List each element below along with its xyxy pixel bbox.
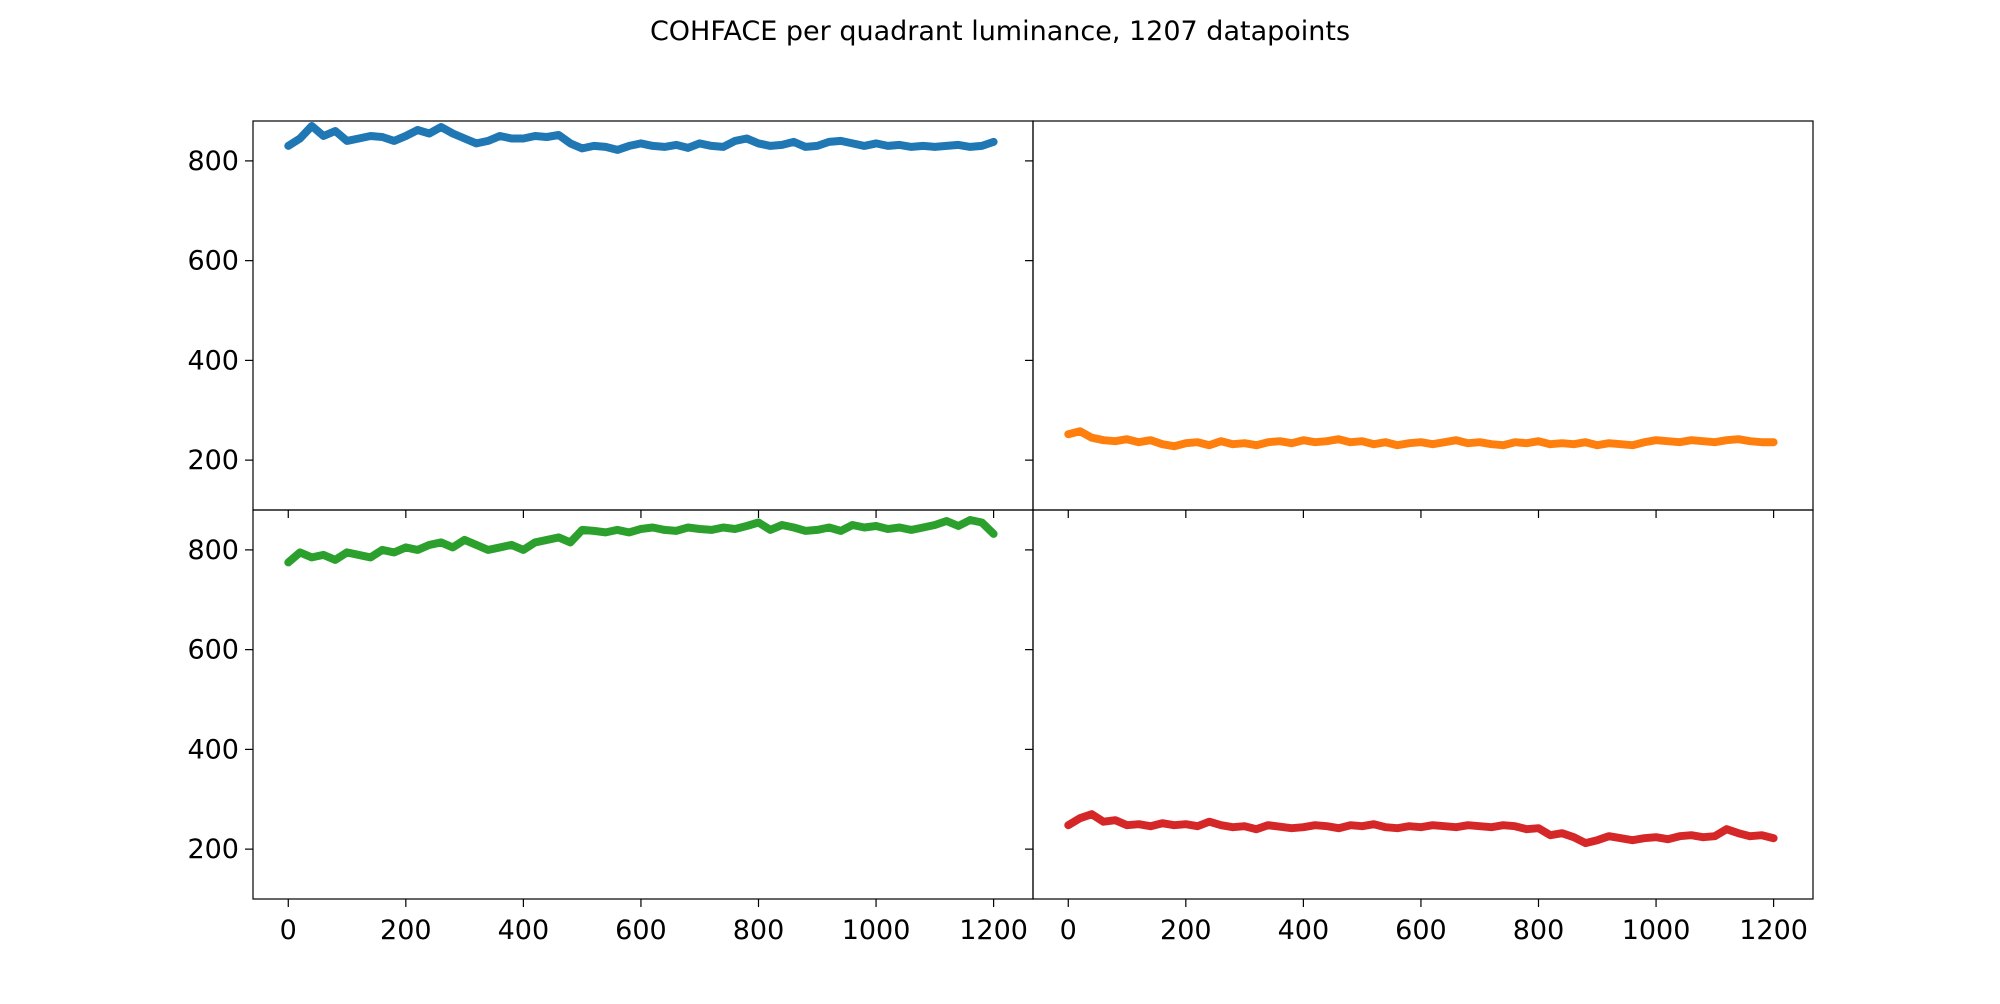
series-line xyxy=(1064,427,1778,451)
x-tick-label: 400 xyxy=(1278,915,1330,946)
x-tick-label: 1200 xyxy=(1739,915,1808,946)
y-tick-label: 400 xyxy=(187,734,239,765)
panel-top-right xyxy=(1025,120,1814,518)
x-tick-label: 400 xyxy=(498,915,550,946)
x-tick-label: 800 xyxy=(1513,915,1565,946)
y-tick-label: 200 xyxy=(187,834,239,865)
y-tick-label: 600 xyxy=(187,635,239,666)
y-tick-label: 400 xyxy=(187,345,239,376)
series-line xyxy=(284,122,998,154)
x-tick-label: 0 xyxy=(1060,915,1077,946)
axes-frame xyxy=(252,120,1034,511)
x-tick-label: 600 xyxy=(615,915,667,946)
axes-frame xyxy=(252,509,1034,900)
x-tick-label: 0 xyxy=(280,915,297,946)
x-tick-label: 600 xyxy=(1395,915,1447,946)
y-tick-label: 200 xyxy=(187,445,239,476)
x-tick-label: 800 xyxy=(733,915,785,946)
figure-title: COHFACE per quadrant luminance, 1207 dat… xyxy=(649,16,1351,47)
x-tick-label: 200 xyxy=(1160,915,1212,946)
panel-top-left: 200 400 600 800 xyxy=(187,120,1034,518)
series-line xyxy=(284,516,998,567)
x-tick-label: 1200 xyxy=(959,915,1028,946)
axes-frame xyxy=(1032,509,1814,900)
axes-frame xyxy=(1032,120,1814,511)
y-tick-label: 800 xyxy=(187,535,239,566)
panel-bottom-right: 0 200 400 600 800 1000 1200 xyxy=(1025,509,1814,946)
panel-bottom-left: 200 400 600 800 0 200 400 600 800 1000 1200 xyxy=(187,509,1034,946)
x-tick-label: 1000 xyxy=(842,915,911,946)
x-tick-label: 200 xyxy=(380,915,432,946)
series-line xyxy=(1064,810,1778,848)
x-tick-label: 1000 xyxy=(1622,915,1691,946)
y-tick-label: 600 xyxy=(187,246,239,277)
y-tick-label: 800 xyxy=(187,146,239,177)
